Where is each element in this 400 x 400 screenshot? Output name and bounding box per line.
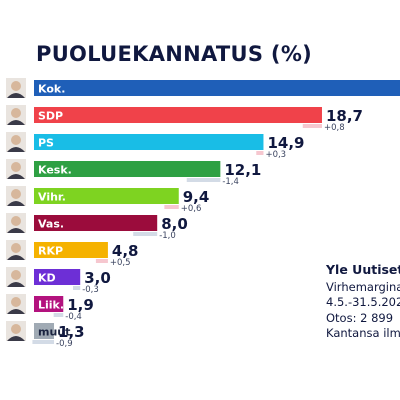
change-label-vas: -1,0	[159, 231, 176, 241]
value-label-vihr: 9,4	[183, 188, 210, 206]
category-label-rkp: RKP	[38, 245, 63, 258]
value-label-vas: 8,0	[161, 215, 188, 233]
avatar-kok	[6, 78, 26, 98]
value-label-rkp: 4,8	[112, 242, 139, 260]
category-label-ps: PS	[38, 137, 54, 150]
change-bar-sdp	[302, 124, 322, 128]
change-bar-muut	[32, 340, 55, 344]
change-label-rkp: +0,5	[110, 258, 131, 268]
avatar-kesk	[6, 159, 26, 179]
bar-muut	[34, 323, 55, 339]
note-text: Kantansa ilmo	[326, 326, 400, 340]
change-label-kd: -0,3	[82, 285, 99, 295]
bar-kok	[34, 80, 400, 96]
change-label-kesk: -1,4	[222, 177, 239, 187]
bar-rkp	[34, 242, 108, 258]
change-bar-ps	[256, 151, 264, 155]
change-bar-kd	[73, 286, 81, 290]
avatar-sdp	[6, 105, 26, 125]
sample-size: Otos: 2 899	[326, 310, 394, 325]
bar-kd	[34, 269, 81, 285]
chart-title: PUOLUEKANNATUS (%)	[36, 42, 313, 66]
bar-ps	[34, 134, 264, 150]
category-label-kesk: Kesk.	[38, 164, 72, 177]
bar-kesk	[34, 161, 221, 177]
avatar-ps	[6, 132, 26, 152]
category-label-kd: KD	[38, 272, 56, 285]
bar-vihr	[34, 188, 179, 204]
category-label-vas: Vas.	[38, 218, 64, 231]
change-bar-vas	[133, 232, 158, 236]
avatar-vas	[6, 213, 26, 233]
avatar-liik	[6, 294, 26, 314]
change-label-vihr: +0,6	[181, 204, 202, 214]
category-label-liik: Liik.	[38, 299, 64, 312]
change-label-ps: +0,3	[265, 150, 286, 160]
bar-vas	[34, 215, 158, 231]
change-label-sdp: +0,8	[324, 123, 345, 133]
value-label-ps: 14,9	[267, 134, 304, 152]
value-label-sdp: 18,7	[326, 107, 363, 125]
source-info: Yle Uutiset Virhemarginaa 4.5.-31.5.2022…	[326, 262, 400, 342]
change-label-muut: -0,9	[56, 339, 73, 349]
change-label-liik: -0,4	[65, 312, 82, 322]
survey-period: 4.5.-31.5.2022	[326, 295, 400, 309]
margin-of-error: Virhemarginaa	[326, 279, 400, 294]
category-label-sdp: SDP	[38, 110, 63, 123]
value-label-liik: 1,9	[67, 296, 94, 314]
category-label-muut: muut	[38, 326, 70, 339]
change-bar-rkp	[95, 259, 108, 263]
category-label-kok: Kok.	[38, 83, 65, 96]
avatar-muut	[6, 321, 26, 341]
bar-liik	[34, 296, 64, 312]
bar-sdp	[34, 107, 322, 123]
avatar-rkp	[6, 240, 26, 260]
change-bar-kesk	[186, 178, 221, 182]
avatar-vihr	[6, 186, 26, 206]
change-bar-vihr	[164, 205, 179, 209]
change-bar-liik	[53, 313, 64, 317]
avatar-kd	[6, 267, 26, 287]
value-label-kd: 3,0	[84, 269, 111, 287]
value-label-kesk: 12,1	[224, 161, 261, 179]
value-label-muut: 1,3	[58, 323, 85, 341]
category-label-vihr: Vihr.	[38, 191, 66, 204]
source-label: Yle Uutiset	[326, 262, 400, 277]
